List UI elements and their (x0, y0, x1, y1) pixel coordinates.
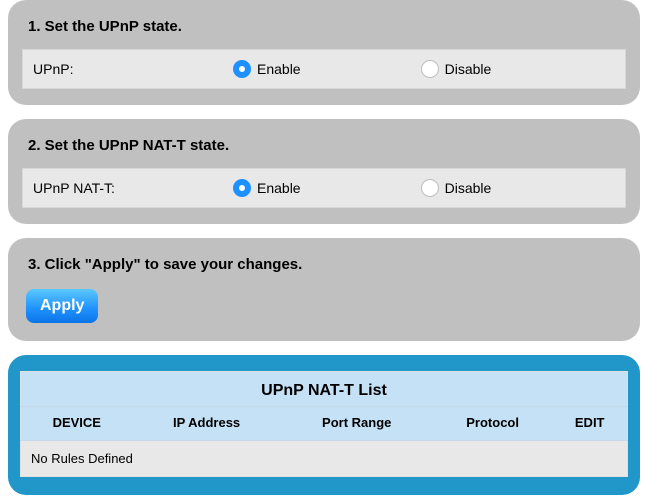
upnp-natt-enable-label: Enable (257, 180, 301, 196)
natt-list-table: UPnP NAT-T List DEVICE IP Address Port R… (20, 371, 628, 477)
upnp-state-title: 1. Set the UPnP state. (28, 18, 626, 35)
natt-list-panel: UPnP NAT-T List DEVICE IP Address Port R… (8, 355, 640, 495)
upnp-natt-enable-radio[interactable] (233, 179, 251, 197)
upnp-natt-disable-radio[interactable] (421, 179, 439, 197)
upnp-natt-state-title: 2. Set the UPnP NAT-T state. (28, 137, 626, 154)
upnp-disable-radio[interactable] (421, 60, 439, 78)
upnp-natt-state-panel: 2. Set the UPnP NAT-T state. UPnP NAT-T:… (8, 119, 640, 224)
upnp-label: UPnP: (33, 61, 233, 77)
col-edit: EDIT (552, 407, 627, 441)
upnp-enable-radio[interactable] (233, 60, 251, 78)
table-empty-text: No Rules Defined (21, 441, 628, 477)
upnp-natt-enable-group: Enable (233, 179, 301, 197)
col-protocol: Protocol (433, 407, 553, 441)
upnp-state-panel: 1. Set the UPnP state. UPnP: Enable Disa… (8, 0, 640, 105)
table-empty-row: No Rules Defined (21, 441, 628, 477)
apply-button[interactable]: Apply (26, 289, 98, 323)
upnp-natt-disable-label: Disable (445, 180, 492, 196)
upnp-natt-label: UPnP NAT-T: (33, 180, 233, 196)
upnp-natt-disable-group: Disable (421, 179, 492, 197)
apply-title: 3. Click "Apply" to save your changes. (28, 256, 626, 273)
table-title-row: UPnP NAT-T List (21, 372, 628, 407)
upnp-disable-group: Disable (421, 60, 492, 78)
col-portrange: Port Range (281, 407, 433, 441)
col-ip: IP Address (133, 407, 281, 441)
upnp-enable-label: Enable (257, 61, 301, 77)
apply-panel: 3. Click "Apply" to save your changes. A… (8, 238, 640, 341)
upnp-enable-group: Enable (233, 60, 301, 78)
upnp-disable-label: Disable (445, 61, 492, 77)
upnp-field-row: UPnP: Enable Disable (22, 49, 626, 89)
col-device: DEVICE (21, 407, 133, 441)
upnp-natt-field-row: UPnP NAT-T: Enable Disable (22, 168, 626, 208)
table-header-row: DEVICE IP Address Port Range Protocol ED… (21, 407, 628, 441)
table-title: UPnP NAT-T List (21, 372, 628, 407)
